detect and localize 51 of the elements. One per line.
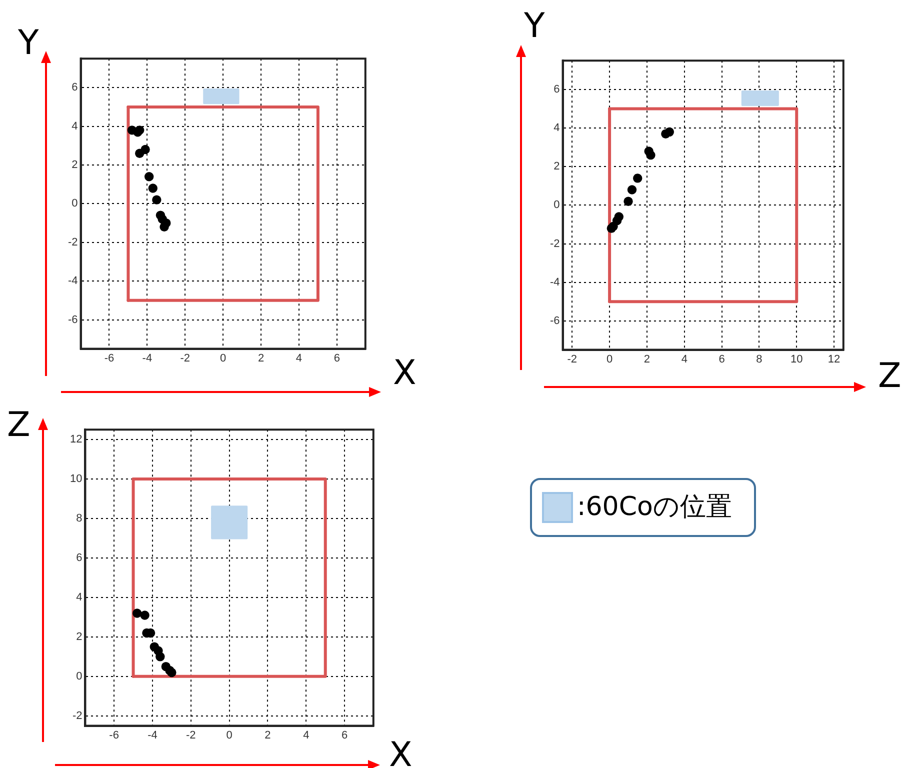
y-axis-title: Z [7, 405, 30, 445]
y-axis-title: Y [524, 6, 545, 46]
x-axis-title: X [389, 735, 412, 768]
x-tick-label: 4 [296, 352, 302, 364]
x-tick-label: 6 [334, 352, 340, 364]
x-tick-label: -6 [104, 352, 114, 364]
y-tick-label: 4 [554, 122, 560, 134]
x-tick-label: 0 [220, 352, 226, 364]
y-tick-label: 6 [554, 84, 560, 96]
x-tick-label: -4 [142, 352, 152, 364]
x-tick-label: 4 [681, 353, 688, 366]
x-tick-label: 0 [606, 353, 613, 366]
y-tick-label: 12 [70, 434, 82, 446]
y-tick-label: 8 [76, 512, 82, 524]
y-tick-label: 6 [72, 82, 78, 94]
x-tick-label: 8 [756, 353, 762, 366]
y-tick-label: 2 [76, 630, 82, 643]
y-tick-label: 0 [554, 199, 560, 212]
y-tick-label: -4 [550, 276, 560, 288]
y-tick-label: -2 [550, 238, 560, 250]
y-tick-label: -6 [550, 314, 560, 327]
x-tick-label: 0 [226, 729, 232, 742]
y-tick-label: 2 [554, 160, 560, 173]
x-axis-title: X [393, 353, 416, 393]
x-tick-label: 4 [303, 729, 310, 742]
x-tick-label: -2 [186, 729, 196, 742]
x-tick-label: 12 [828, 353, 840, 366]
legend-label: :60Coの位置 [577, 492, 732, 523]
x-tick-label: -4 [148, 729, 158, 742]
x-tick-label: 6 [718, 353, 725, 366]
y-tick-label: 10 [70, 473, 82, 485]
y-tick-label: 2 [72, 159, 78, 172]
y-tick-label: 4 [72, 120, 78, 132]
x-tick-label: 2 [258, 352, 264, 364]
y-tick-label: 0 [76, 670, 82, 682]
x-axis-title: Z [878, 356, 901, 396]
x-tick-label: 10 [790, 353, 803, 366]
x-tick-label: 2 [644, 353, 650, 366]
y-tick-label: 0 [72, 198, 78, 210]
y-tick-label: -4 [68, 275, 78, 288]
x-tick-label: -2 [567, 353, 578, 366]
y-axis-title: Y [18, 23, 39, 63]
y-tick-label: -6 [68, 314, 78, 326]
x-tick-label: 2 [264, 729, 271, 742]
x-tick-label: -2 [180, 352, 190, 364]
y-tick-label: -2 [72, 710, 82, 722]
x-tick-label: 6 [342, 729, 348, 742]
x-tick-label: -6 [109, 729, 119, 742]
y-tick-label: 6 [76, 552, 82, 564]
y-tick-label: -2 [68, 236, 78, 248]
y-tick-label: 4 [76, 591, 82, 604]
